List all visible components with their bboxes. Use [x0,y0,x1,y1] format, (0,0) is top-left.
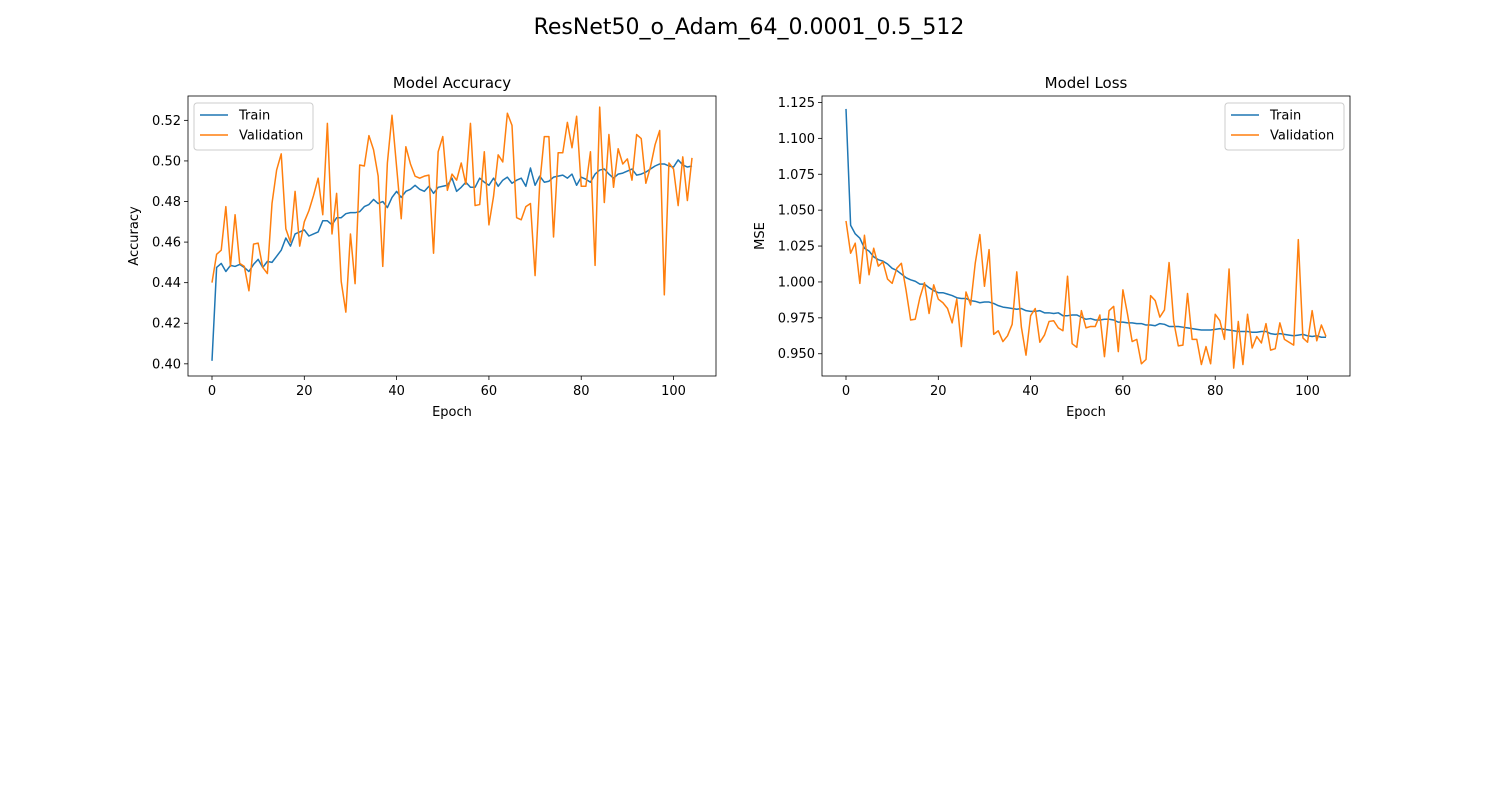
legend-label-validation: Validation [239,129,303,144]
accuracy-chart: Model Accuracy 0 20 40 60 80 100 0.40 0.42 0.44 0.… [127,74,717,420]
series-line-validation [211,106,693,313]
legend: Train Validation [193,102,314,151]
y-tick-label: 1.025 [778,240,815,255]
x-tick-label: 20 [296,384,313,399]
figure-title: ResNet50_o_Adam_64_0.0001_0.5_512 [534,15,965,40]
plot-frame [821,95,1351,377]
x-axis-label: Epoch [432,405,472,420]
x-tick-label: 80 [1207,384,1224,399]
chart-title: Model Loss [1045,74,1128,92]
series-group [211,106,693,361]
x-tick-label: 0 [208,384,216,399]
loss-chart: Model Loss 0 20 40 60 80 100 0.950 0.975 1.000 1.0… [753,74,1351,420]
series-line-validation [845,220,1327,369]
x-tick-label: 40 [1022,384,1039,399]
y-tick-label: 1.100 [778,132,815,147]
x-tick-label: 100 [1295,384,1320,399]
x-tick-label: 100 [661,384,686,399]
y-axis-label: MSE [753,222,768,250]
y-tick-label: 0.46 [152,236,181,251]
y-tick-label: 0.44 [152,276,181,291]
y-tick-label: 0.975 [778,311,815,326]
y-tick-label: 1.075 [778,168,815,183]
legend-label-train: Train [1269,109,1301,124]
y-axis-label: Accuracy [127,206,142,266]
x-tick-label: 60 [1115,384,1132,399]
x-axis-label: Epoch [1066,405,1106,420]
chart-title: Model Accuracy [393,74,511,92]
y-tick-label: 1.050 [778,204,815,219]
x-tick-label: 80 [573,384,590,399]
y-tick-label: 0.40 [152,357,181,372]
y-tick-label: 0.50 [152,154,181,169]
y-tick-label: 1.125 [778,96,815,111]
y-tick-label: 0.42 [152,317,181,332]
y-tick-label: 0.48 [152,195,181,210]
x-tick-label: 20 [930,384,947,399]
legend: Train Validation [1224,102,1345,151]
y-tick-label: 1.000 [778,275,815,290]
legend-label-validation: Validation [1270,129,1334,144]
legend-label-train: Train [238,109,270,124]
y-tick-label: 0.52 [152,114,181,129]
x-tick-label: 40 [388,384,405,399]
plot-frame [187,95,717,377]
y-tick-label: 0.950 [778,347,815,362]
x-tick-label: 60 [481,384,498,399]
x-tick-label: 0 [842,384,850,399]
series-group [845,108,1327,369]
